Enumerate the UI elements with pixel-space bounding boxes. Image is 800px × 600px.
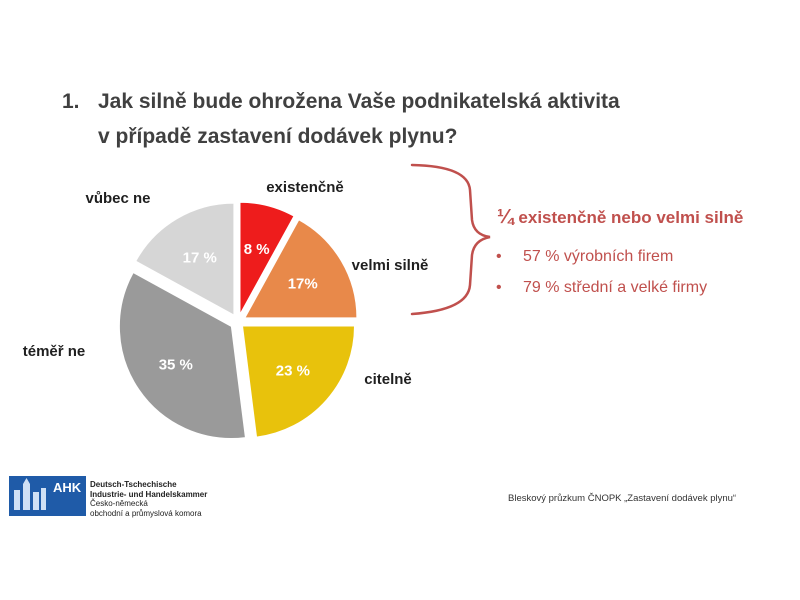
slice-category-label: vůbec ne — [85, 190, 150, 207]
slice-value-label: 35 % — [159, 356, 193, 373]
slice-category-label: citelně — [364, 371, 412, 388]
summary-bullets: • 57 % výrobních firem • 79 % střední a ve… — [496, 248, 707, 310]
page-title: 1. Jak silně bude ohrožena Vaše podnikate… — [62, 84, 620, 154]
ahk-logo: AHK — [9, 476, 86, 516]
title-line-1: Jak silně bude ohrožena Vaše podnikatels… — [98, 90, 620, 113]
fraction-label: ¼ — [497, 206, 514, 228]
slice-category-label: téměř ne — [23, 343, 86, 360]
logo-text: Deutsch-Tschechische Industrie- und Hand… — [90, 480, 208, 518]
pie-slice-1 — [244, 219, 358, 319]
bullet-item: • 79 % střední a velké firmy — [496, 279, 708, 296]
pie-slice-2 — [241, 325, 356, 438]
headline-text: existenčně nebo velmi silně — [518, 208, 744, 227]
bullet-item: • 57 % výrobních firem — [496, 248, 674, 265]
slice-category-label: existenčně — [266, 179, 344, 196]
pie-slice-4 — [135, 202, 235, 316]
logo-abbr: AHK — [53, 480, 82, 495]
pie-slice-0 — [239, 201, 295, 315]
title-line-2: v případě zastavení dodávek plynu? — [98, 125, 458, 148]
question-number: 1. — [62, 90, 80, 113]
slice-value-label: 17% — [288, 276, 318, 293]
castle-icon — [14, 478, 46, 510]
summary-headline: ¼ existenčně nebo velmi silně — [497, 206, 743, 229]
slice-category-label: velmi silně — [352, 257, 429, 274]
pie-slice-3 — [118, 271, 246, 439]
source-note: Bleskový průzkum ČNOPK „Zastavení dodáve… — [508, 493, 737, 504]
slice-value-label: 8 % — [244, 241, 270, 258]
slice-value-label: 17 % — [183, 249, 217, 266]
slice-value-label: 23 % — [276, 362, 310, 379]
